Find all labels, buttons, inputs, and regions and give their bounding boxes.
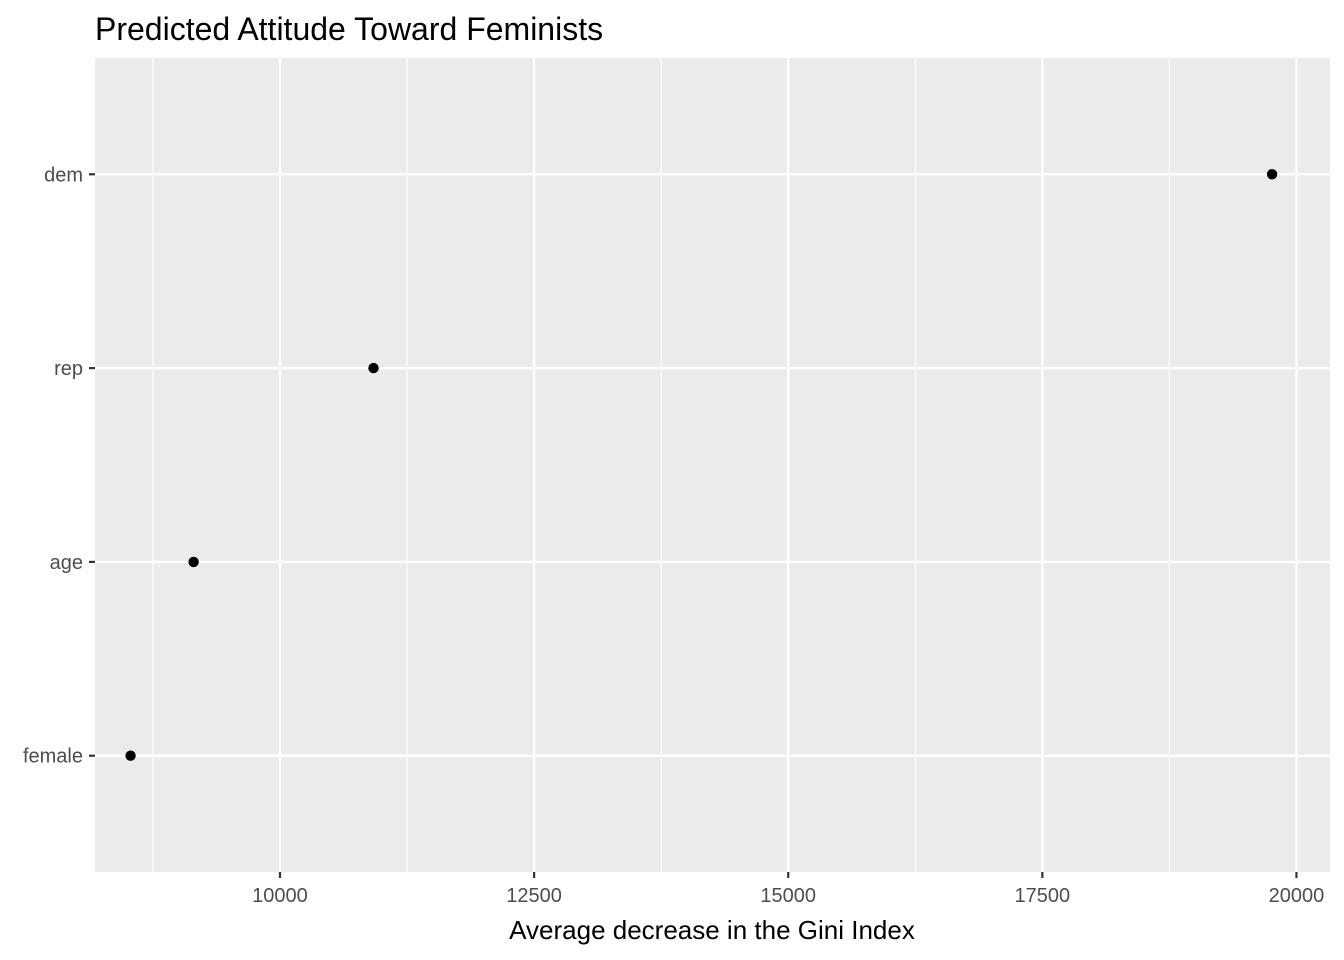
data-point-female — [125, 750, 136, 761]
x-tick-label: 10000 — [252, 885, 308, 907]
x-tick-label: 12500 — [506, 885, 562, 907]
y-tick-label-dem: dem — [44, 164, 83, 186]
x-tick-label: 15000 — [760, 885, 816, 907]
data-point-rep — [368, 362, 379, 374]
data-point-age — [188, 556, 199, 568]
x-tick-label: 17500 — [1015, 885, 1071, 907]
y-axis: female age rep dem — [23, 164, 95, 768]
plot-panel — [95, 58, 1330, 872]
x-axis: 10000 12500 15000 17500 20000 — [252, 872, 1324, 907]
x-axis-title: Average decrease in the Gini Index — [509, 915, 915, 945]
major-y-gridlines — [95, 173, 1330, 757]
minor-x-gridlines — [152, 58, 1170, 872]
chart-title: Predicted Attitude Toward Feminists — [95, 11, 603, 47]
y-tick-label-age: age — [50, 552, 83, 574]
major-x-gridlines — [278, 58, 1298, 872]
data-points — [125, 169, 1278, 761]
data-point-dem — [1266, 169, 1278, 180]
y-tick-label-rep: rep — [54, 358, 83, 380]
y-tick-label-female: female — [23, 746, 83, 768]
x-tick-label: 20000 — [1269, 885, 1325, 907]
